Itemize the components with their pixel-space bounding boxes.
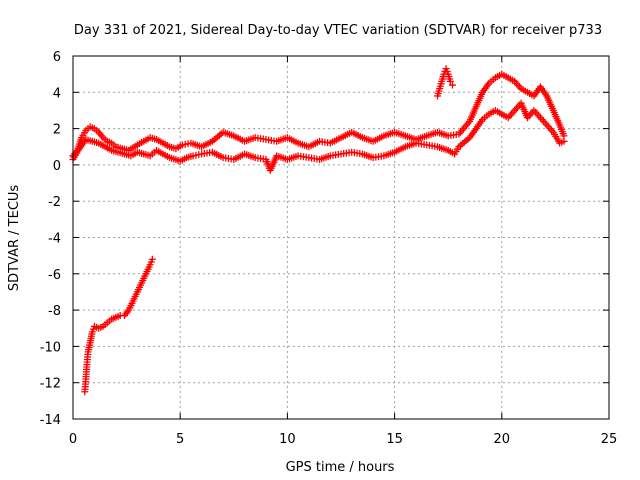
series-2 (69, 99, 568, 174)
x-tick-label: 15 (386, 432, 403, 447)
data-point (148, 255, 156, 263)
x-tick-label: 0 (69, 432, 77, 447)
chart-title: Day 331 of 2021, Sidereal Day-to-day VTE… (74, 23, 602, 38)
y-tick-label: -10 (40, 340, 61, 355)
y-tick-label: -12 (40, 377, 61, 392)
data-points (69, 65, 568, 396)
y-tick-label: -6 (48, 268, 61, 283)
y-tick-label: 4 (53, 86, 61, 101)
x-tick-label: 5 (176, 432, 184, 447)
x-tick-label: 10 (279, 432, 296, 447)
x-axis-label: GPS time / hours (286, 460, 395, 475)
data-point (446, 77, 454, 85)
x-tick-label: 25 (601, 432, 618, 447)
y-tick-label: -8 (48, 304, 61, 319)
y-tick-label: -4 (48, 232, 61, 247)
x-tick-labels: 0 5 10 15 20 25 (69, 432, 617, 447)
axis-ticks (72, 55, 610, 420)
y-tick-label: 2 (53, 123, 61, 138)
series-3 (433, 65, 456, 100)
data-point (448, 81, 456, 89)
data-point (560, 137, 568, 145)
y-axis-label: SDTVAR / TECUs (7, 185, 22, 292)
y-tick-labels: -14 -12 -10 -8 -6 -4 -2 0 2 4 6 (40, 50, 61, 428)
y-tick-label: 0 (53, 159, 61, 174)
series-0 (81, 255, 156, 396)
y-tick-label: -2 (48, 195, 61, 210)
y-tick-label: -14 (40, 413, 61, 428)
y-tick-label: 6 (53, 50, 61, 65)
x-tick-label: 20 (494, 432, 511, 447)
